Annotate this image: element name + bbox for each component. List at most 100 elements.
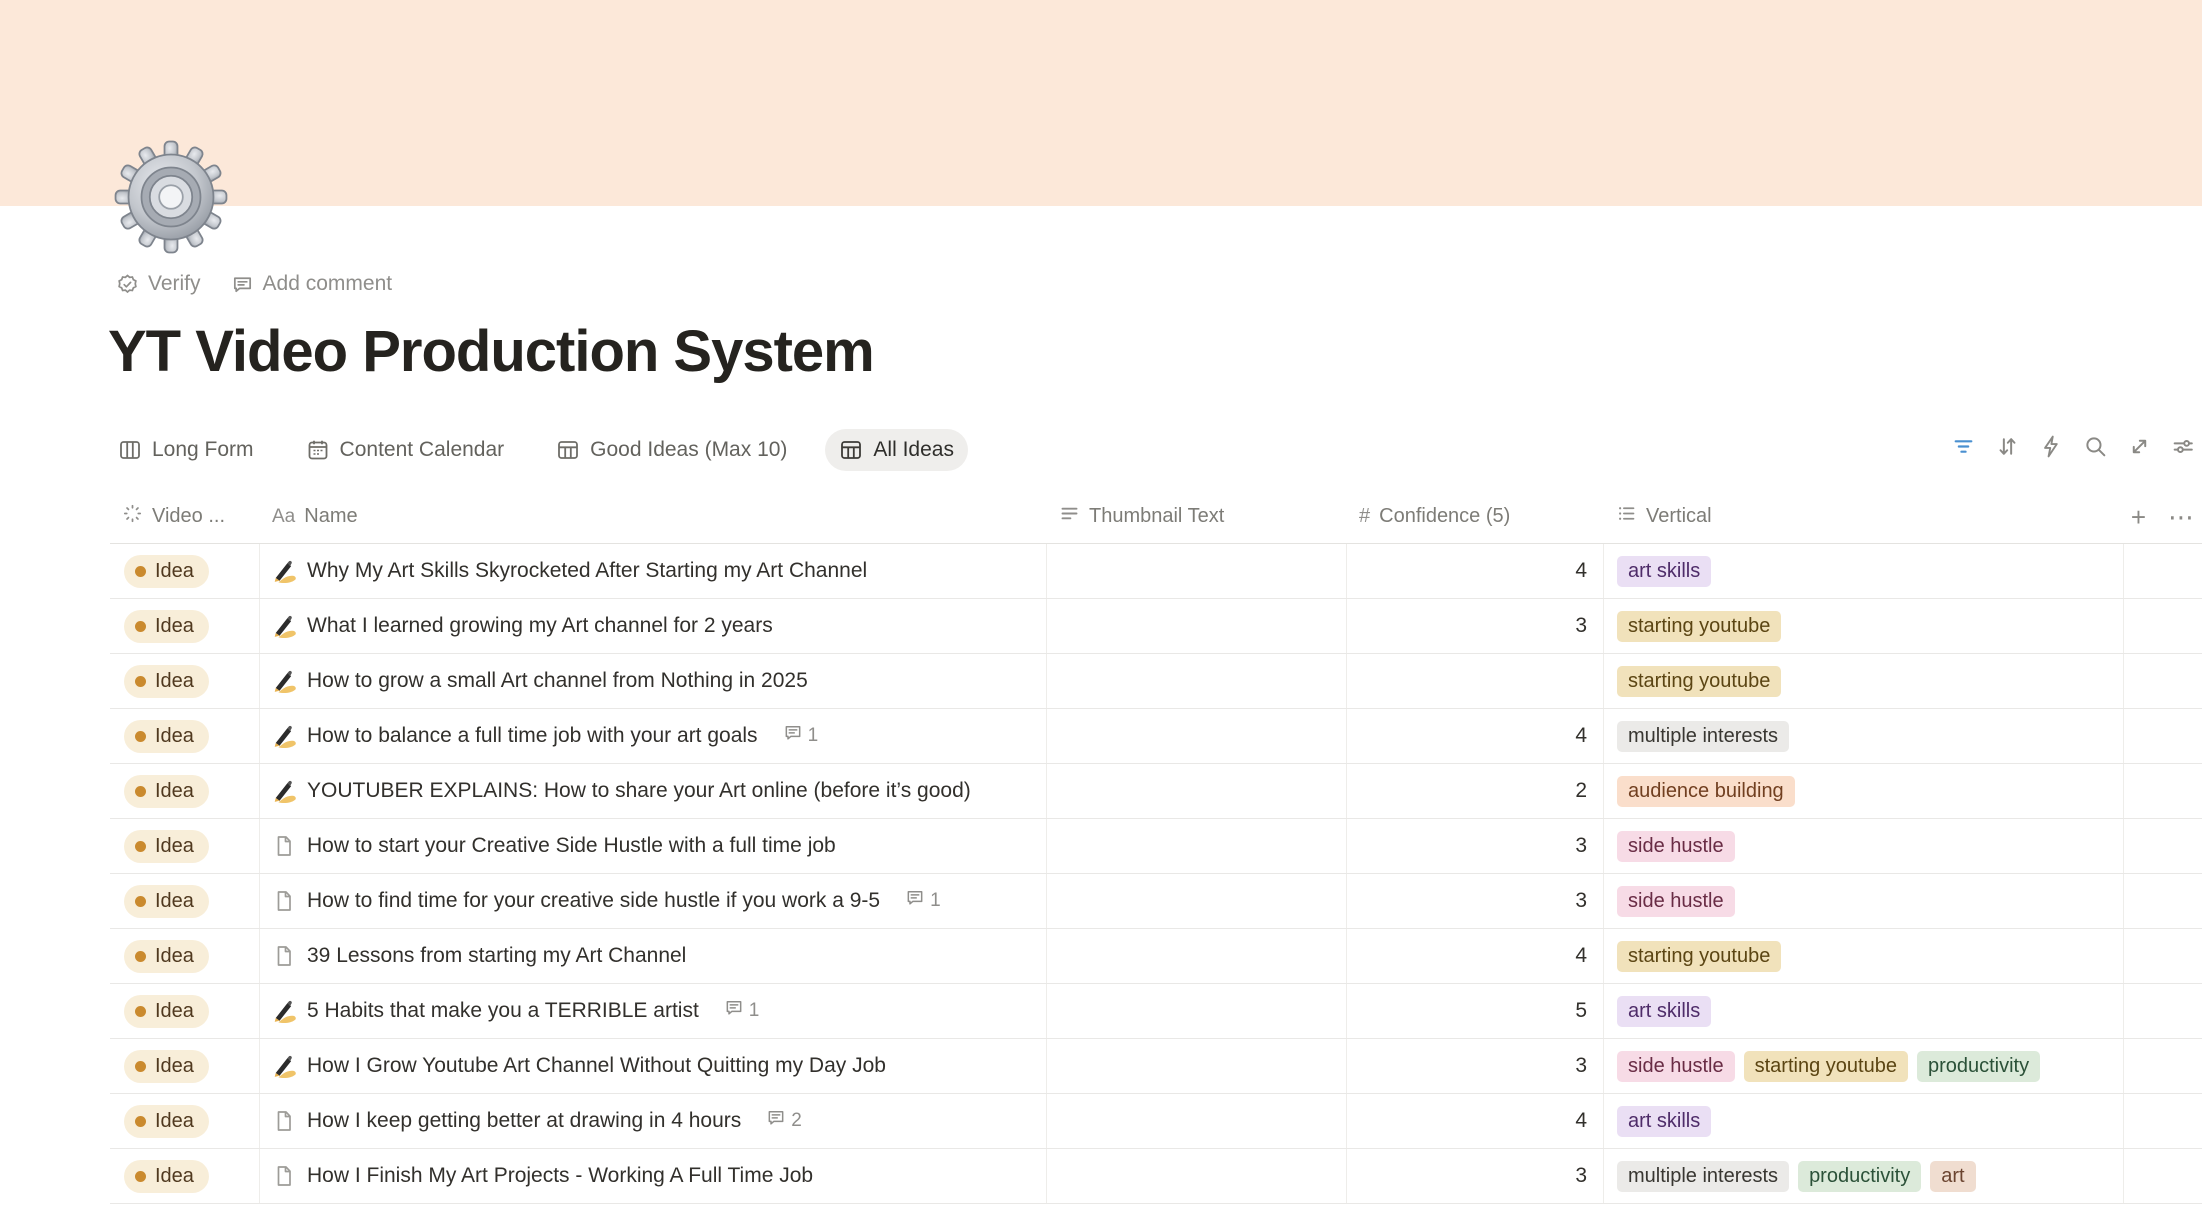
cell-vertical[interactable]: side hustle	[1604, 874, 2124, 928]
tag-art-skills[interactable]: art skills	[1617, 1105, 1712, 1137]
cell-thumbnail-text[interactable]	[1047, 1094, 1347, 1148]
tag-side-hustle[interactable]: side hustle	[1617, 830, 1735, 862]
cell-confidence[interactable]: 3	[1347, 874, 1604, 928]
cell-name[interactable]: 39 Lessons from starting my Art Channel	[260, 929, 1047, 983]
cell-name[interactable]: How I Grow Youtube Art Channel Without Q…	[260, 1039, 1047, 1093]
cell-confidence[interactable]: 4	[1347, 544, 1604, 598]
cell-video-status[interactable]: Idea	[110, 764, 260, 818]
video-title[interactable]: YOUTUBER EXPLAINS: How to share your Art…	[307, 779, 971, 802]
table-more-button[interactable]: ⋯	[2168, 501, 2194, 532]
column-header-thumbnail[interactable]: Thumbnail Text	[1047, 503, 1347, 530]
tag-starting-youtube[interactable]: starting youtube	[1617, 610, 1782, 642]
tag-productivity[interactable]: productivity	[1798, 1160, 1922, 1192]
cell-vertical[interactable]: multiple interests productivity art	[1604, 1149, 2124, 1203]
cell-vertical[interactable]: art skills	[1604, 544, 2124, 598]
cell-name[interactable]: How to balance a full time job with your…	[260, 709, 1047, 763]
tab-good-ideas-max-10[interactable]: Good Ideas (Max 10)	[542, 429, 801, 471]
tag-productivity[interactable]: productivity	[1916, 1050, 2041, 1082]
cell-confidence[interactable]: 4	[1347, 929, 1604, 983]
cell-vertical[interactable]: audience building	[1604, 764, 2124, 818]
cell-vertical[interactable]: side hustle	[1604, 819, 2124, 873]
status-badge[interactable]: Idea	[124, 1104, 209, 1138]
cell-video-status[interactable]: Idea	[110, 929, 260, 983]
filter-icon[interactable]	[1951, 434, 1976, 459]
cell-name[interactable]: How to find time for your creative side …	[260, 874, 1047, 928]
status-badge[interactable]: Idea	[124, 609, 209, 643]
tab-long-form[interactable]: Long Form	[104, 429, 268, 471]
video-title[interactable]: 39 Lessons from starting my Art Channel	[307, 944, 687, 967]
cell-thumbnail-text[interactable]	[1047, 1039, 1347, 1093]
column-header-status[interactable]: Video ...	[110, 503, 260, 530]
cell-name[interactable]: How to start your Creative Side Hustle w…	[260, 819, 1047, 873]
cell-confidence[interactable]: 3	[1347, 819, 1604, 873]
video-title[interactable]: How to balance a full time job with your…	[307, 724, 758, 747]
status-badge[interactable]: Idea	[124, 1159, 209, 1193]
comment-count[interactable]: 1	[783, 723, 818, 749]
tab-content-calendar[interactable]: Content Calendar	[292, 429, 519, 471]
settings-sliders-icon[interactable]	[2171, 434, 2196, 459]
tab-all-ideas[interactable]: All Ideas	[825, 429, 968, 471]
status-badge[interactable]: Idea	[124, 994, 209, 1028]
comment-count[interactable]: 1	[905, 888, 941, 914]
cell-confidence[interactable]: 3	[1347, 1149, 1604, 1203]
tag-starting-youtube[interactable]: starting youtube	[1617, 940, 1782, 972]
tag-art[interactable]: art	[1930, 1160, 1976, 1192]
cell-thumbnail-text[interactable]	[1047, 544, 1347, 598]
cell-name[interactable]: How I keep getting better at drawing in …	[260, 1094, 1047, 1148]
status-badge[interactable]: Idea	[124, 829, 209, 863]
expand-icon[interactable]	[2127, 434, 2152, 459]
cell-confidence[interactable]	[1347, 654, 1604, 708]
cell-thumbnail-text[interactable]	[1047, 709, 1347, 763]
status-badge[interactable]: Idea	[124, 774, 209, 808]
cell-thumbnail-text[interactable]	[1047, 764, 1347, 818]
cell-video-status[interactable]: Idea	[110, 984, 260, 1038]
cell-name[interactable]: YOUTUBER EXPLAINS: How to share your Art…	[260, 764, 1047, 818]
cell-thumbnail-text[interactable]	[1047, 874, 1347, 928]
add-comment-button[interactable]: Add comment	[231, 272, 392, 296]
cell-name[interactable]: Why My Art Skills Skyrocketed After Star…	[260, 544, 1047, 598]
cell-video-status[interactable]: Idea	[110, 599, 260, 653]
tag-art-skills[interactable]: art skills	[1617, 555, 1712, 587]
column-header-vertical[interactable]: Vertical	[1604, 503, 2124, 530]
cell-confidence[interactable]: 3	[1347, 599, 1604, 653]
tag-side-hustle[interactable]: side hustle	[1617, 885, 1735, 917]
video-title[interactable]: How I Finish My Art Projects - Working A…	[307, 1164, 814, 1187]
video-title[interactable]: How to start your Creative Side Hustle w…	[307, 834, 836, 857]
cell-vertical[interactable]: starting youtube	[1604, 599, 2124, 653]
cell-video-status[interactable]: Idea	[110, 1149, 260, 1203]
cell-name[interactable]: 5 Habits that make you a TERRIBLE artist…	[260, 984, 1047, 1038]
cell-video-status[interactable]: Idea	[110, 874, 260, 928]
cell-name[interactable]: How I Finish My Art Projects - Working A…	[260, 1149, 1047, 1203]
cell-thumbnail-text[interactable]	[1047, 819, 1347, 873]
cell-vertical[interactable]: starting youtube	[1604, 929, 2124, 983]
video-title[interactable]: How to find time for your creative side …	[307, 889, 881, 912]
page-cover[interactable]	[0, 0, 2202, 206]
status-badge[interactable]: Idea	[124, 939, 209, 973]
cell-video-status[interactable]: Idea	[110, 709, 260, 763]
cell-confidence[interactable]: 4	[1347, 709, 1604, 763]
tag-starting-youtube[interactable]: starting youtube	[1617, 665, 1782, 697]
cell-vertical[interactable]: art skills	[1604, 1094, 2124, 1148]
status-badge[interactable]: Idea	[124, 719, 209, 753]
cell-vertical[interactable]: starting youtube	[1604, 654, 2124, 708]
status-badge[interactable]: Idea	[124, 1049, 209, 1083]
video-title[interactable]: What I learned growing my Art channel fo…	[307, 614, 773, 637]
cell-confidence[interactable]: 3	[1347, 1039, 1604, 1093]
add-column-button[interactable]: +	[2130, 501, 2146, 532]
status-badge[interactable]: Idea	[124, 554, 209, 588]
lightning-icon[interactable]	[2039, 434, 2064, 459]
cell-video-status[interactable]: Idea	[110, 819, 260, 873]
tag-starting-youtube[interactable]: starting youtube	[1743, 1050, 1908, 1082]
video-title[interactable]: How to grow a small Art channel from Not…	[307, 669, 808, 692]
cell-confidence[interactable]: 5	[1347, 984, 1604, 1038]
cell-vertical[interactable]: multiple interests	[1604, 709, 2124, 763]
cell-confidence[interactable]: 4	[1347, 1094, 1604, 1148]
tag-multiple-interests[interactable]: multiple interests	[1617, 720, 1790, 752]
cell-thumbnail-text[interactable]	[1047, 984, 1347, 1038]
tag-multiple-interests[interactable]: multiple interests	[1617, 1160, 1790, 1192]
cell-vertical[interactable]: side hustle starting youtube productivity	[1604, 1039, 2124, 1093]
status-badge[interactable]: Idea	[124, 664, 209, 698]
cell-video-status[interactable]: Idea	[110, 1094, 260, 1148]
video-title[interactable]: Why My Art Skills Skyrocketed After Star…	[307, 559, 868, 582]
tag-art-skills[interactable]: art skills	[1617, 995, 1712, 1027]
